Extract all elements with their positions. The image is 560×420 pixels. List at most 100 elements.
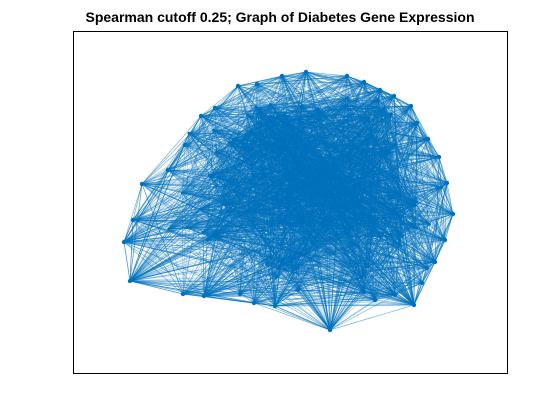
graph-node — [304, 193, 307, 196]
graph-node — [236, 84, 240, 88]
graph-node — [131, 218, 135, 222]
graph-node — [233, 190, 236, 193]
graph-node — [276, 115, 279, 118]
graph-node — [181, 192, 184, 195]
graph-node — [367, 116, 370, 119]
graph-node — [247, 209, 250, 212]
graph-node — [289, 260, 292, 263]
graph-node — [290, 155, 293, 158]
graph-node — [263, 141, 266, 144]
graph-node — [269, 103, 272, 106]
graph-node — [284, 222, 287, 225]
graph-node — [380, 151, 383, 154]
graph-node — [288, 204, 291, 207]
graph-node — [393, 212, 396, 215]
graph-node — [202, 294, 206, 298]
graph-node — [393, 293, 397, 297]
graph-node — [370, 219, 373, 222]
graph-node — [300, 221, 303, 224]
graph-node — [268, 222, 271, 225]
graph-node — [415, 226, 418, 229]
graph-node — [268, 115, 271, 118]
graph-node — [291, 271, 294, 274]
graph-node — [387, 149, 390, 152]
graph-node — [362, 219, 365, 222]
graph-node — [140, 182, 144, 186]
graph-node — [420, 281, 424, 285]
graph-node — [280, 74, 284, 78]
graph-node — [363, 207, 366, 210]
graph-node — [445, 181, 449, 185]
graph-node — [249, 130, 252, 133]
graph-node — [394, 143, 397, 146]
graph-node — [340, 214, 343, 217]
graph-node — [362, 80, 366, 84]
graph-node — [287, 121, 290, 124]
graph-node — [282, 145, 285, 148]
graph-node — [335, 203, 338, 206]
graph-node — [181, 292, 185, 296]
graph-node — [254, 106, 257, 109]
graph-node — [415, 121, 419, 125]
graph-node — [328, 328, 332, 332]
graph-node — [228, 141, 231, 144]
graph-node — [252, 301, 256, 305]
graph-node — [437, 155, 441, 159]
graph-node — [425, 266, 429, 270]
graph-node — [362, 148, 365, 151]
graph-node — [396, 176, 399, 179]
graph-node — [383, 107, 386, 110]
graph-node — [323, 180, 326, 183]
graph-node — [215, 150, 218, 153]
graph-node — [379, 235, 382, 238]
graph-node — [329, 164, 332, 167]
graph-node — [309, 182, 312, 185]
graph-node — [347, 153, 350, 156]
graph-node — [167, 227, 170, 230]
graph-node — [348, 226, 351, 229]
graph-node — [199, 114, 203, 118]
graph-node — [367, 266, 370, 269]
graph-node — [213, 106, 217, 110]
graph-node — [279, 137, 282, 140]
graph-node — [242, 146, 245, 149]
graph-node — [282, 264, 285, 267]
graph-node — [293, 137, 296, 140]
graph-node — [414, 204, 417, 207]
graph-node — [426, 137, 430, 141]
graph-node — [440, 186, 443, 189]
graph-node — [166, 168, 170, 172]
graph-node — [399, 215, 402, 218]
graph-node — [443, 238, 447, 242]
graph-node — [326, 221, 329, 224]
graph-node — [399, 244, 402, 247]
graph-node — [311, 241, 314, 244]
graph-node — [296, 288, 300, 292]
graph-node — [346, 96, 349, 99]
graph-node — [188, 132, 191, 135]
graph-node — [345, 103, 348, 106]
graph-node — [205, 239, 208, 242]
graph-node — [289, 196, 292, 199]
graph-node — [392, 94, 396, 98]
graph-node — [428, 223, 431, 226]
graph-node — [289, 175, 292, 178]
graph-node — [238, 292, 242, 296]
graph-node — [327, 194, 330, 197]
graph-node — [451, 212, 455, 216]
graph-node — [212, 128, 215, 131]
graph-node — [376, 98, 379, 101]
graph-node — [279, 221, 282, 224]
graph-node — [183, 143, 187, 147]
graph-node — [372, 135, 375, 138]
graph-node — [301, 104, 304, 107]
graph-node — [231, 138, 234, 141]
graph-node — [202, 231, 205, 234]
graph-node — [255, 82, 259, 86]
graph-node — [377, 183, 380, 186]
graph-node — [352, 191, 355, 194]
graph-node — [390, 112, 393, 115]
graph-node — [412, 303, 416, 307]
